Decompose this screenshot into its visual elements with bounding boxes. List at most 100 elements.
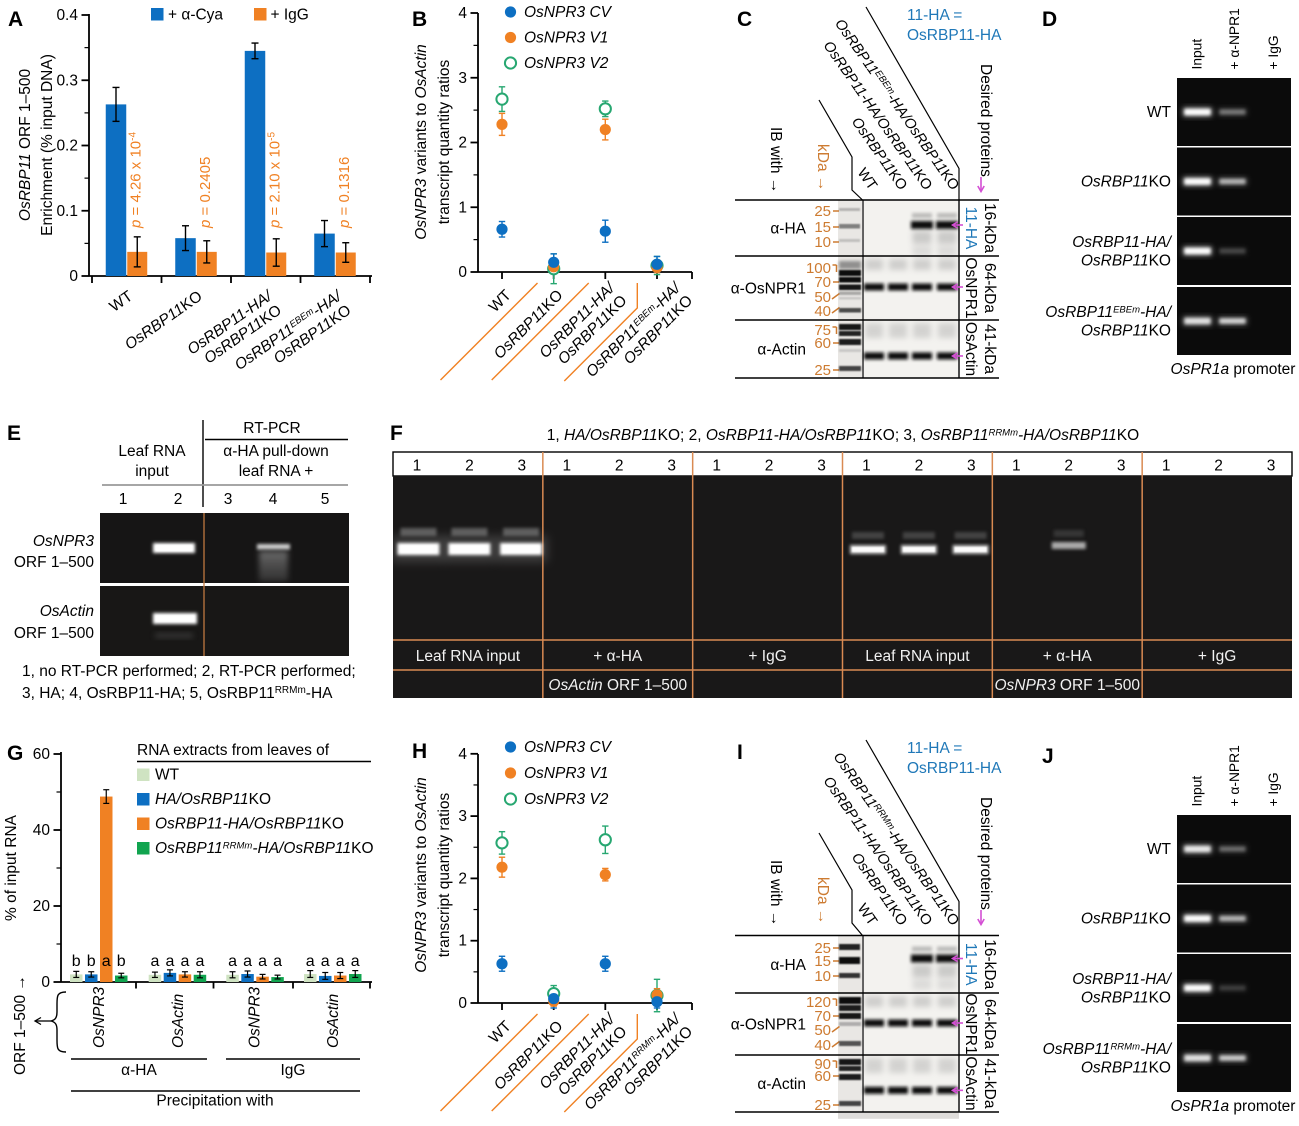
- svg-text:α-Actin: α-Actin: [757, 342, 806, 359]
- svg-text:0.3: 0.3: [56, 72, 78, 89]
- svg-text:1: 1: [119, 491, 128, 508]
- svg-text:0.2: 0.2: [56, 138, 78, 155]
- svg-text:OsNPR3 V2: OsNPR3 V2: [524, 791, 609, 808]
- svg-text:+ α-HA: + α-HA: [593, 648, 643, 665]
- svg-text:3: 3: [967, 458, 976, 475]
- svg-text:OsRBP11-HA/: OsRBP11-HA/: [1072, 234, 1172, 251]
- svg-text:+ α-HA: + α-HA: [1043, 648, 1093, 665]
- svg-text:+ IgG: + IgG: [271, 7, 309, 24]
- svg-text:OsRBP11-HA: OsRBP11-HA: [907, 27, 1002, 44]
- svg-text:Leaf RNA input: Leaf RNA input: [416, 648, 521, 665]
- svg-text:11-HA: 11-HA: [962, 943, 979, 986]
- svg-text:3: 3: [458, 808, 467, 825]
- svg-text:OsNPR1: OsNPR1: [962, 993, 979, 1054]
- svg-text:a: a: [195, 953, 204, 970]
- svg-text:4: 4: [458, 5, 467, 22]
- svg-text:5: 5: [321, 491, 330, 508]
- svg-text:kDa →: kDa →: [814, 144, 831, 191]
- svg-text:2: 2: [1064, 458, 1073, 475]
- svg-text:% of input RNA: % of input RNA: [3, 814, 20, 921]
- svg-text:transcript quantity ratios: transcript quantity ratios: [436, 59, 453, 224]
- svg-text:OsNPR3: OsNPR3: [33, 533, 95, 550]
- svg-text:a: a: [336, 953, 345, 970]
- svg-text:1: 1: [458, 933, 467, 950]
- svg-text:11-HA =: 11-HA =: [907, 740, 962, 757]
- svg-text:a: a: [243, 953, 252, 970]
- svg-text:41-kDa: 41-kDa: [981, 1059, 998, 1109]
- svg-text:OsNPR3 variants to OsActin: OsNPR3 variants to OsActin: [413, 777, 430, 973]
- svg-text:+ α-NPR1: + α-NPR1: [1227, 745, 1242, 806]
- svg-text:3: 3: [667, 458, 676, 475]
- svg-text:p = 0.1316: p = 0.1316: [336, 157, 353, 229]
- svg-text:a: a: [165, 953, 174, 970]
- svg-text:a: a: [180, 953, 189, 970]
- svg-text:F: F: [390, 422, 403, 445]
- svg-text:Desired proteins: Desired proteins: [977, 64, 994, 177]
- svg-text:11-HA =: 11-HA =: [907, 7, 962, 24]
- svg-text:3: 3: [224, 491, 233, 508]
- svg-text:leaf RNA +: leaf RNA +: [239, 463, 314, 480]
- svg-text:OsRBP11KO: OsRBP11KO: [1081, 253, 1171, 270]
- svg-text:15: 15: [814, 219, 831, 236]
- svg-text:OsRBP11 ORF 1–500: OsRBP11 ORF 1–500: [17, 69, 34, 222]
- svg-text:60: 60: [814, 335, 831, 352]
- svg-text:60: 60: [814, 1068, 831, 1085]
- svg-text:Leaf RNA: Leaf RNA: [118, 443, 186, 460]
- svg-text:OsActin: OsActin: [962, 322, 979, 376]
- svg-text:b: b: [72, 953, 81, 970]
- svg-text:ORF 1–500 →: ORF 1–500 →: [12, 975, 29, 1075]
- svg-text:p = 4.26 x 10-4​: p = 4.26 x 10-4​: [127, 132, 144, 229]
- svg-text:OsActin: OsActin: [962, 1056, 979, 1110]
- svg-text:WT: WT: [155, 767, 180, 784]
- svg-text:2: 2: [458, 135, 467, 152]
- svg-text:+ IgG: + IgG: [748, 648, 786, 665]
- svg-text:1: 1: [1162, 458, 1171, 475]
- svg-text:a: a: [273, 953, 282, 970]
- svg-text:a: a: [306, 953, 315, 970]
- svg-text:G: G: [7, 742, 23, 765]
- svg-text:E: E: [7, 422, 21, 445]
- svg-text:OsRBP11KO: OsRBP11KO: [1081, 323, 1171, 340]
- svg-text:OsActin: OsActin: [40, 603, 94, 620]
- svg-text:64-kDa: 64-kDa: [981, 263, 998, 313]
- svg-text:16-kDa: 16-kDa: [981, 203, 998, 253]
- svg-text:+ α-NPR1: + α-NPR1: [1227, 8, 1242, 69]
- svg-text:OsNPR3: OsNPR3: [247, 986, 264, 1048]
- svg-text:OsActin: OsActin: [325, 994, 342, 1048]
- svg-text:OsPR1a promoter: OsPR1a promoter: [1171, 361, 1296, 378]
- svg-text:OsRBP11KO: OsRBP11KO: [1081, 174, 1171, 191]
- svg-text:WT: WT: [1147, 841, 1172, 858]
- svg-text:input: input: [135, 463, 169, 480]
- svg-text:OsNPR3 variants to OsActin: OsNPR3 variants to OsActin: [413, 44, 430, 240]
- svg-text:50: 50: [814, 1022, 831, 1039]
- svg-text:3: 3: [817, 458, 826, 475]
- svg-text:WT: WT: [1147, 104, 1172, 121]
- svg-text:1: 1: [562, 458, 571, 475]
- svg-text:OsRBP11KO: OsRBP11KO: [1081, 990, 1171, 1007]
- svg-text:4: 4: [269, 491, 278, 508]
- svg-text:α-OsNPR1: α-OsNPR1: [731, 281, 806, 298]
- svg-text:1, no RT-PCR performed; 2, RT-: 1, no RT-PCR performed; 2, RT-PCR perfor…: [22, 663, 356, 680]
- svg-text:RT-PCR: RT-PCR: [243, 420, 300, 437]
- svg-text:Input: Input: [1190, 776, 1205, 807]
- svg-text:ORF 1–500: ORF 1–500: [14, 625, 95, 642]
- svg-text:40: 40: [814, 1037, 831, 1054]
- svg-text:1: 1: [1012, 458, 1021, 475]
- svg-text:α-Actin: α-Actin: [757, 1076, 806, 1093]
- svg-text:1: 1: [413, 458, 422, 475]
- svg-text:p = 2.10 x 10-5​: p = 2.10 x 10-5​: [266, 132, 283, 229]
- svg-text:J: J: [1042, 745, 1054, 768]
- svg-text:+ IgG: + IgG: [1266, 35, 1281, 69]
- svg-text:3: 3: [518, 458, 527, 475]
- svg-text:2: 2: [765, 458, 774, 475]
- svg-text:16-kDa: 16-kDa: [981, 939, 998, 989]
- svg-text:D: D: [1042, 8, 1057, 31]
- svg-text:OsNPR3 V2: OsNPR3 V2: [524, 55, 609, 72]
- svg-text:OsNPR3 CV: OsNPR3 CV: [524, 4, 613, 21]
- svg-text:70: 70: [814, 1008, 831, 1025]
- svg-text:α-OsNPR1: α-OsNPR1: [731, 1017, 806, 1034]
- svg-text:C: C: [737, 8, 752, 31]
- svg-text:70: 70: [814, 274, 831, 291]
- svg-text:Input: Input: [1190, 39, 1205, 70]
- svg-text:OsActin ORF 1–500: OsActin ORF 1–500: [548, 677, 687, 694]
